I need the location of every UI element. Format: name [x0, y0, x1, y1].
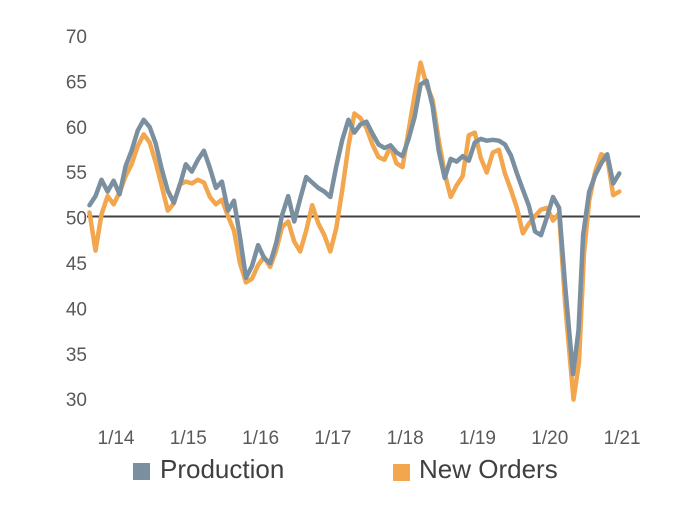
- svg-text:55: 55: [66, 163, 87, 184]
- svg-text:40: 40: [66, 299, 87, 320]
- svg-text:45: 45: [66, 254, 87, 275]
- svg-text:1/14: 1/14: [98, 428, 135, 449]
- svg-text:35: 35: [66, 345, 87, 366]
- svg-text:Production: Production: [160, 454, 284, 484]
- svg-text:1/15: 1/15: [170, 428, 207, 449]
- svg-text:1/21: 1/21: [604, 428, 641, 449]
- svg-text:65: 65: [66, 72, 87, 93]
- svg-text:1/17: 1/17: [314, 428, 351, 449]
- svg-text:60: 60: [66, 118, 87, 139]
- svg-text:30: 30: [66, 390, 87, 411]
- svg-text:1/20: 1/20: [531, 428, 568, 449]
- svg-text:1/18: 1/18: [387, 428, 424, 449]
- svg-text:1/19: 1/19: [459, 428, 496, 449]
- svg-text:70: 70: [66, 27, 87, 48]
- svg-text:New Orders: New Orders: [419, 454, 558, 484]
- svg-text:50: 50: [66, 209, 87, 230]
- svg-text:1/16: 1/16: [242, 428, 279, 449]
